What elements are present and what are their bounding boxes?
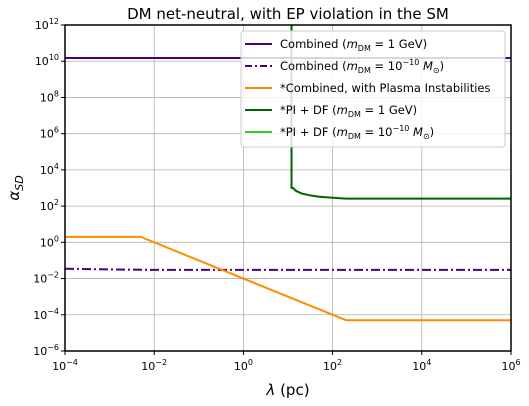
legend-label-part: *Combined, with Plasma Instabilities <box>280 81 491 95</box>
x-tick-label-base: 10 <box>52 360 66 373</box>
legend: Combined (mDM = 1 GeV)Combined (mDM = 10… <box>240 30 506 148</box>
legend-label-part: DM <box>358 66 371 75</box>
y-tick-label-exponent: 2 <box>54 198 59 207</box>
legend-label-part: = 10 <box>371 59 403 73</box>
y-tick-label-exponent: 6 <box>54 126 59 135</box>
y-tick-label-base: 10 <box>40 236 54 249</box>
legend-label-1: Combined (mDM = 1 GeV) <box>280 37 427 53</box>
y-tick-label: 106 <box>40 126 59 141</box>
x-tick-label: 10−4 <box>52 358 78 373</box>
legend-label-5: *PI + DF (mDM = 10−10 M⊙) <box>280 124 434 141</box>
legend-label-part: −10 <box>402 58 419 67</box>
x-tick-label: 10−2 <box>141 358 167 373</box>
y-tick-label: 102 <box>40 198 59 213</box>
legend-label-part: m <box>337 125 348 139</box>
x-axis-label-symbol: λ <box>265 381 275 399</box>
y-tick-label: 1010 <box>35 53 59 68</box>
x-tick-label-base: 10 <box>501 360 515 373</box>
legend-label-part: DM <box>348 110 361 119</box>
plot-frame <box>64 24 512 352</box>
legend-label-part: DM <box>358 44 371 53</box>
y-tick-label-base: 10 <box>40 128 54 141</box>
legend-label-part: ) <box>430 125 435 139</box>
y-tick-label: 100 <box>40 234 59 249</box>
series-line-3 <box>65 235 511 322</box>
y-tick-label-exponent: 4 <box>54 162 59 171</box>
y-tick-label: 104 <box>40 162 59 177</box>
y-tick-label-exponent: 10 <box>49 53 59 62</box>
y-axis-label-symbol: α <box>5 191 23 201</box>
y-tick-label: 10−4 <box>33 307 59 322</box>
y-tick-label-base: 10 <box>33 345 47 358</box>
legend-label-part: M <box>409 125 423 139</box>
series-line-2 <box>64 267 511 271</box>
x-tick-label: 100 <box>234 358 253 373</box>
legend-label-part: Combined ( <box>280 59 347 73</box>
legend-label-part: ⊙ <box>433 66 440 75</box>
series-line-4 <box>290 25 511 200</box>
x-tick-label-base: 10 <box>234 360 248 373</box>
legend-box <box>240 30 506 148</box>
y-tick-label-exponent: −2 <box>47 271 59 280</box>
legend-label-part: M <box>419 59 433 73</box>
legend-label-part: DM <box>348 132 361 141</box>
y-tick-label: 108 <box>40 89 59 104</box>
y-tick-label-exponent: 8 <box>54 89 59 98</box>
x-tick-label: 104 <box>412 358 431 373</box>
x-tick-label-exponent: 0 <box>248 358 253 367</box>
y-tick-label-exponent: −6 <box>47 343 59 352</box>
y-tick-label-exponent: −4 <box>47 307 59 316</box>
legend-label-part: *PI + DF ( <box>280 125 337 139</box>
x-tick-label: 102 <box>323 358 342 373</box>
legend-label-part: = 10 <box>361 125 393 139</box>
chart-title: DM net-neutral, with EP violation in the… <box>127 5 449 23</box>
legend-label-part: Combined ( <box>280 37 347 51</box>
legend-label-part: *PI + DF ( <box>280 103 337 117</box>
y-tick-label-base: 10 <box>40 200 54 213</box>
legend-label-3: *Combined, with Plasma Instabilities <box>280 81 491 95</box>
y-tick-label-base: 10 <box>40 91 54 104</box>
legend-label-part: m <box>347 59 358 73</box>
x-tick-label-base: 10 <box>323 360 337 373</box>
y-axis-label-subscript: SD <box>13 175 26 190</box>
y-tick-label-base: 10 <box>35 19 49 32</box>
y-axis-label: αSD <box>5 175 26 200</box>
x-tick-label-exponent: 6 <box>515 358 520 367</box>
y-tick-label: 10−2 <box>33 271 59 286</box>
x-axis-label: λ (pc) <box>265 381 309 399</box>
legend-label-part: m <box>347 37 358 51</box>
y-tick-label-base: 10 <box>33 309 47 322</box>
y-tick-label: 10−6 <box>33 343 59 358</box>
legend-label-2: Combined (mDM = 10−10 M⊙) <box>280 58 444 75</box>
legend-label-part: = 1 GeV) <box>361 103 417 117</box>
x-tick-label: 106 <box>501 358 520 373</box>
y-tick-label-exponent: 0 <box>54 234 59 243</box>
x-tick-label-exponent: −2 <box>155 358 167 367</box>
legend-label-part: m <box>337 103 348 117</box>
legend-label-part: = 1 GeV) <box>371 37 427 51</box>
tick-layer: 10−4 10−2 100 102 104 10610−610−410−210010210… <box>33 17 520 373</box>
legend-label-part: −10 <box>393 124 410 133</box>
legend-label-part: ) <box>440 59 445 73</box>
x-tick-label-exponent: 4 <box>426 358 431 367</box>
y-tick-label-base: 10 <box>35 55 49 68</box>
x-tick-label-exponent: −4 <box>66 358 78 367</box>
legend-label-4: *PI + DF (mDM = 1 GeV) <box>280 103 417 119</box>
y-tick-label: 1012 <box>35 17 59 32</box>
y-tick-label-base: 10 <box>33 273 47 286</box>
x-tick-label-base: 10 <box>141 360 155 373</box>
legend-label-part: ⊙ <box>423 132 430 141</box>
x-axis-label-unit: (pc) <box>275 381 309 399</box>
x-tick-label-exponent: 2 <box>337 358 342 367</box>
x-tick-label-base: 10 <box>412 360 426 373</box>
y-tick-label-exponent: 12 <box>49 17 59 26</box>
y-tick-label-base: 10 <box>40 164 54 177</box>
